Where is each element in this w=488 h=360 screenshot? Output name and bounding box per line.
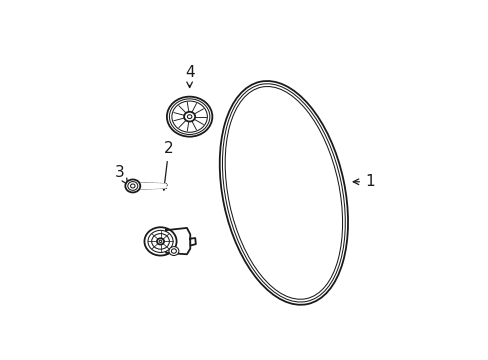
Ellipse shape xyxy=(125,180,140,193)
Ellipse shape xyxy=(183,112,195,122)
Ellipse shape xyxy=(157,238,164,244)
Polygon shape xyxy=(166,228,190,254)
Ellipse shape xyxy=(166,96,212,137)
Ellipse shape xyxy=(151,234,169,249)
Text: 3: 3 xyxy=(115,165,127,185)
Ellipse shape xyxy=(144,227,176,256)
Ellipse shape xyxy=(127,181,138,190)
Text: 2: 2 xyxy=(162,141,173,190)
Text: 1: 1 xyxy=(352,174,374,189)
Polygon shape xyxy=(140,183,166,189)
Ellipse shape xyxy=(148,230,173,252)
Polygon shape xyxy=(190,238,195,246)
Ellipse shape xyxy=(216,78,350,308)
Text: 4: 4 xyxy=(184,65,194,87)
Ellipse shape xyxy=(130,184,135,188)
Ellipse shape xyxy=(171,249,176,253)
Ellipse shape xyxy=(187,115,191,118)
Ellipse shape xyxy=(159,240,162,243)
Ellipse shape xyxy=(168,247,179,256)
